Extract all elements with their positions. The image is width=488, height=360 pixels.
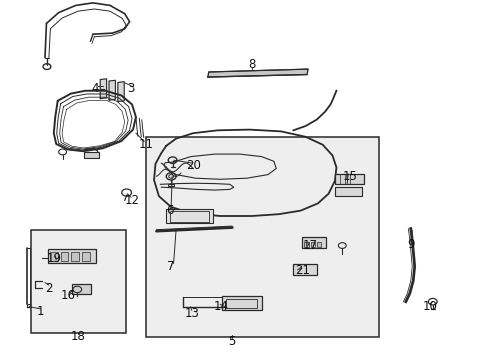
Polygon shape [207, 69, 307, 77]
Polygon shape [118, 82, 124, 102]
Bar [310, 242, 314, 247]
Text: 13: 13 [184, 307, 199, 320]
Text: 1: 1 [37, 305, 44, 318]
Bar [316, 242, 321, 247]
Bar [82, 252, 90, 261]
Text: 6: 6 [165, 204, 173, 217]
Bar [48, 249, 96, 263]
Bar [168, 184, 174, 186]
Text: 18: 18 [71, 330, 85, 343]
Bar [334, 187, 361, 196]
Text: 9: 9 [406, 238, 414, 251]
Polygon shape [100, 79, 106, 99]
Text: 2: 2 [45, 282, 53, 294]
Bar [302, 237, 325, 248]
Text: 19: 19 [46, 252, 61, 265]
Bar [169, 211, 208, 222]
Bar [31, 230, 126, 333]
Text: 5: 5 [228, 335, 236, 348]
Bar [71, 252, 79, 261]
Polygon shape [109, 80, 115, 100]
Bar [293, 264, 316, 275]
Text: 14: 14 [214, 300, 228, 313]
Text: 16: 16 [61, 289, 76, 302]
Bar [145, 137, 378, 337]
Bar [304, 242, 308, 247]
Bar [61, 252, 68, 261]
Text: 15: 15 [342, 170, 356, 183]
Text: 4: 4 [91, 82, 99, 95]
Bar [166, 209, 212, 223]
Text: 17: 17 [303, 239, 317, 252]
Bar [84, 152, 99, 158]
Text: 12: 12 [125, 194, 140, 207]
Bar [222, 296, 261, 310]
Text: 11: 11 [138, 138, 153, 150]
Text: 21: 21 [294, 264, 309, 276]
Text: 7: 7 [167, 260, 175, 273]
Bar [72, 284, 91, 294]
Bar [226, 299, 256, 308]
Bar [334, 174, 364, 184]
Text: 8: 8 [247, 58, 255, 71]
Text: 3: 3 [127, 82, 135, 95]
Text: 20: 20 [185, 159, 200, 172]
Bar [50, 252, 58, 261]
Text: 10: 10 [422, 300, 437, 313]
